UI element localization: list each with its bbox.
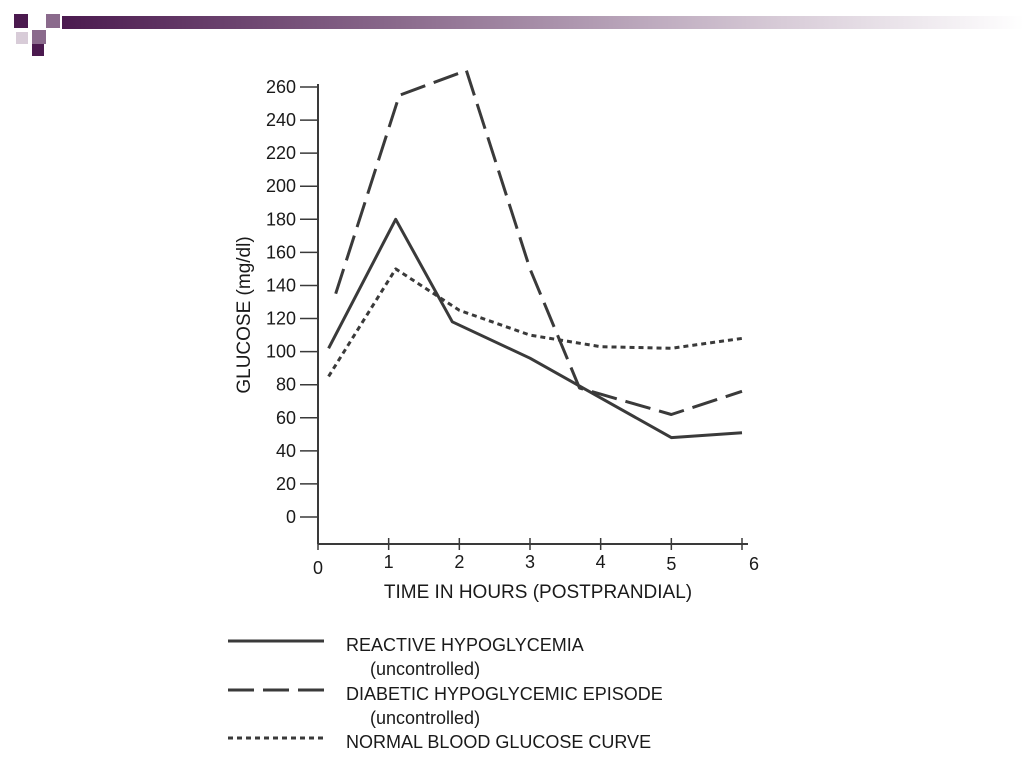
series-line-2: [334, 69, 743, 416]
logo-square-3: [46, 14, 60, 28]
y-tick-label: 40: [276, 441, 296, 461]
y-axis-label: GLUCOSE (mg/dl): [234, 236, 255, 393]
y-tick-label: 120: [266, 309, 296, 329]
logo-square-2: [32, 30, 46, 44]
legend-note: (uncontrolled): [370, 708, 480, 728]
slide-header: [0, 0, 1024, 60]
y-tick-label: 160: [266, 242, 296, 262]
x-axis-label: TIME IN HOURS (POSTPRANDIAL): [384, 582, 692, 603]
legend-label: DIABETIC HYPOGLYCEMIC EPISODE: [346, 684, 663, 704]
y-tick-label: 180: [266, 209, 296, 229]
header-bar: [62, 16, 1024, 29]
x-tick-label: 5: [666, 554, 676, 574]
y-tick-label: 80: [276, 375, 296, 395]
y-tick-label: 60: [276, 408, 296, 428]
legend-note: (uncontrolled): [370, 659, 480, 679]
logo-square-5: [16, 32, 28, 44]
y-tick-label: 260: [266, 77, 296, 97]
y-tick-label: 140: [266, 275, 296, 295]
x-tick-label: 0: [313, 558, 323, 578]
logo-square-4: [32, 44, 44, 56]
x-tick-label: 4: [596, 552, 606, 572]
logo-square-1: [14, 14, 28, 28]
x-tick-label: 1: [384, 552, 394, 572]
x-tick-label: 2: [454, 552, 464, 572]
y-tick-label: 20: [276, 474, 296, 494]
y-tick-label: 220: [266, 143, 296, 163]
y-tick-label: 200: [266, 176, 296, 196]
y-tick-label: 240: [266, 110, 296, 130]
y-tick-label: 100: [266, 342, 296, 362]
y-tick-label: 0: [286, 507, 296, 527]
x-tick-label: 6: [749, 554, 759, 574]
x-tick-label: 3: [525, 552, 535, 572]
legend-label: NORMAL BLOOD GLUCOSE CURVE: [346, 732, 651, 752]
series-line-3: [327, 267, 743, 378]
legend-label: REACTIVE HYPOGLYCEMIA: [346, 635, 584, 655]
series-line-1: [327, 217, 743, 440]
